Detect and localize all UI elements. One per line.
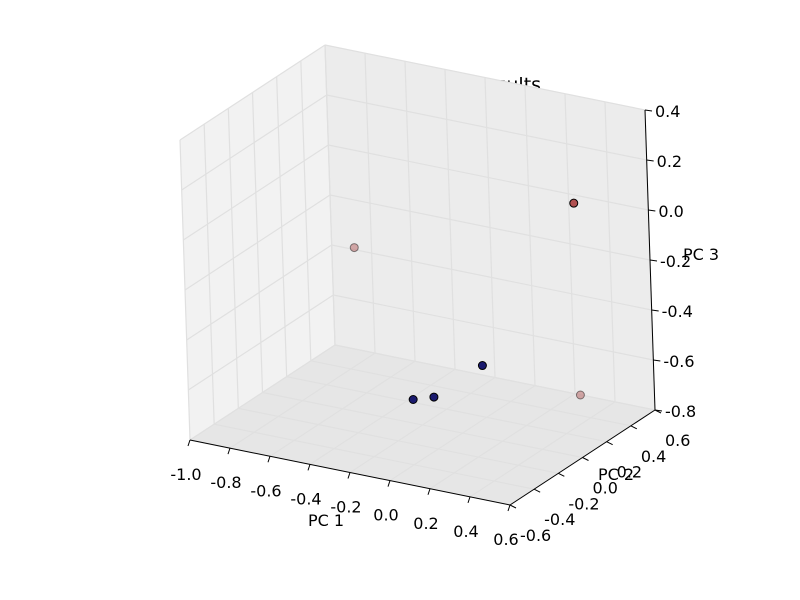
y-tick-label: -0.4: [544, 510, 575, 529]
grid-line-y: [310, 360, 631, 427]
z-tick: [644, 109, 653, 112]
z-tick-label: -0.6: [663, 352, 694, 371]
z-tick-label: 0.4: [655, 102, 680, 121]
y-tick-label: 0.4: [641, 447, 666, 466]
grid-line-z: [186, 244, 332, 341]
tick-marks: [187, 109, 663, 512]
x-tick-label: -0.8: [210, 473, 241, 492]
z-tick: [654, 409, 663, 412]
z-tick: [646, 159, 654, 162]
grid-line-z: [331, 244, 652, 311]
grid-line-z: [181, 94, 327, 191]
grid-line-z: [184, 194, 331, 291]
y-tick-label: 0.6: [665, 431, 690, 450]
z-tick: [653, 359, 661, 362]
y-axis-label: PC 2: [598, 465, 634, 484]
y-tick: [582, 457, 589, 461]
y-tick-label: -0.2: [568, 494, 599, 513]
y-tick: [558, 472, 565, 477]
z-axis-label: PC 3: [683, 245, 719, 264]
grid-line-z: [179, 44, 326, 141]
x-tick-label: -0.4: [290, 489, 321, 508]
x-tick-label: -0.6: [250, 481, 281, 500]
x-tick-label: 0.0: [373, 506, 398, 525]
grid-line-z: [326, 94, 647, 161]
y-tick: [509, 504, 517, 509]
grid-line-z: [188, 294, 334, 391]
x-tick: [307, 464, 311, 471]
data-point: [429, 392, 439, 402]
y-tick: [606, 441, 613, 446]
x-tick-label: -1.0: [170, 465, 201, 484]
grid-line-z: [328, 144, 649, 211]
data-point: [569, 198, 579, 208]
grid-line-z: [329, 194, 651, 261]
grid-line-z: [334, 344, 656, 411]
y-tick-label: -0.6: [520, 526, 551, 545]
grid-line-z: [183, 144, 329, 241]
tick-labels: -1.0 -0.8 -0.6 -0.4 -0.2 0.0 0.2 0.4 0.6 -0.6-0.4…: [170, 102, 696, 549]
z-tick: [648, 209, 656, 212]
grid-line-y: [262, 391, 583, 459]
y-tick: [630, 425, 638, 430]
z-tick-label: -0.8: [665, 402, 696, 421]
data-point: [477, 361, 487, 371]
z-tick: [649, 259, 658, 262]
x-tick-label: 0.6: [493, 530, 518, 549]
z-tick: [651, 309, 659, 312]
grid-line-y: [286, 376, 607, 443]
y-tick-label: 0.2: [617, 463, 642, 482]
data-point: [408, 395, 418, 404]
z-tick-label: -0.4: [662, 302, 693, 321]
x-tick: [347, 472, 351, 479]
x-tick: [187, 439, 191, 447]
grid-line-y: [214, 423, 535, 490]
data-points: [349, 198, 585, 404]
y-tick: [533, 488, 541, 493]
grid-line-y: [238, 407, 559, 474]
data-point: [349, 243, 359, 253]
grid-line-z: [333, 294, 654, 361]
x-tick: [467, 496, 471, 504]
x-tick: [427, 488, 431, 495]
z-tick-label: 0.0: [658, 202, 683, 221]
x-tick: [267, 456, 271, 463]
grid-line-z: [189, 344, 336, 441]
z-tick-label: -0.2: [660, 252, 691, 271]
x-tick: [227, 447, 231, 455]
x-tick-label: 0.2: [413, 514, 438, 533]
x-tick: [507, 504, 511, 512]
x-tick-label: -0.2: [330, 498, 361, 517]
grid-line-z: [324, 44, 646, 111]
z-tick-label: 0.2: [657, 152, 682, 171]
x-tick-label: 0.4: [453, 522, 478, 541]
x-tick: [387, 480, 391, 487]
data-point: [575, 390, 585, 400]
x-axis-label: PC 1: [308, 511, 344, 530]
y-tick-label: 0.0: [593, 479, 618, 498]
